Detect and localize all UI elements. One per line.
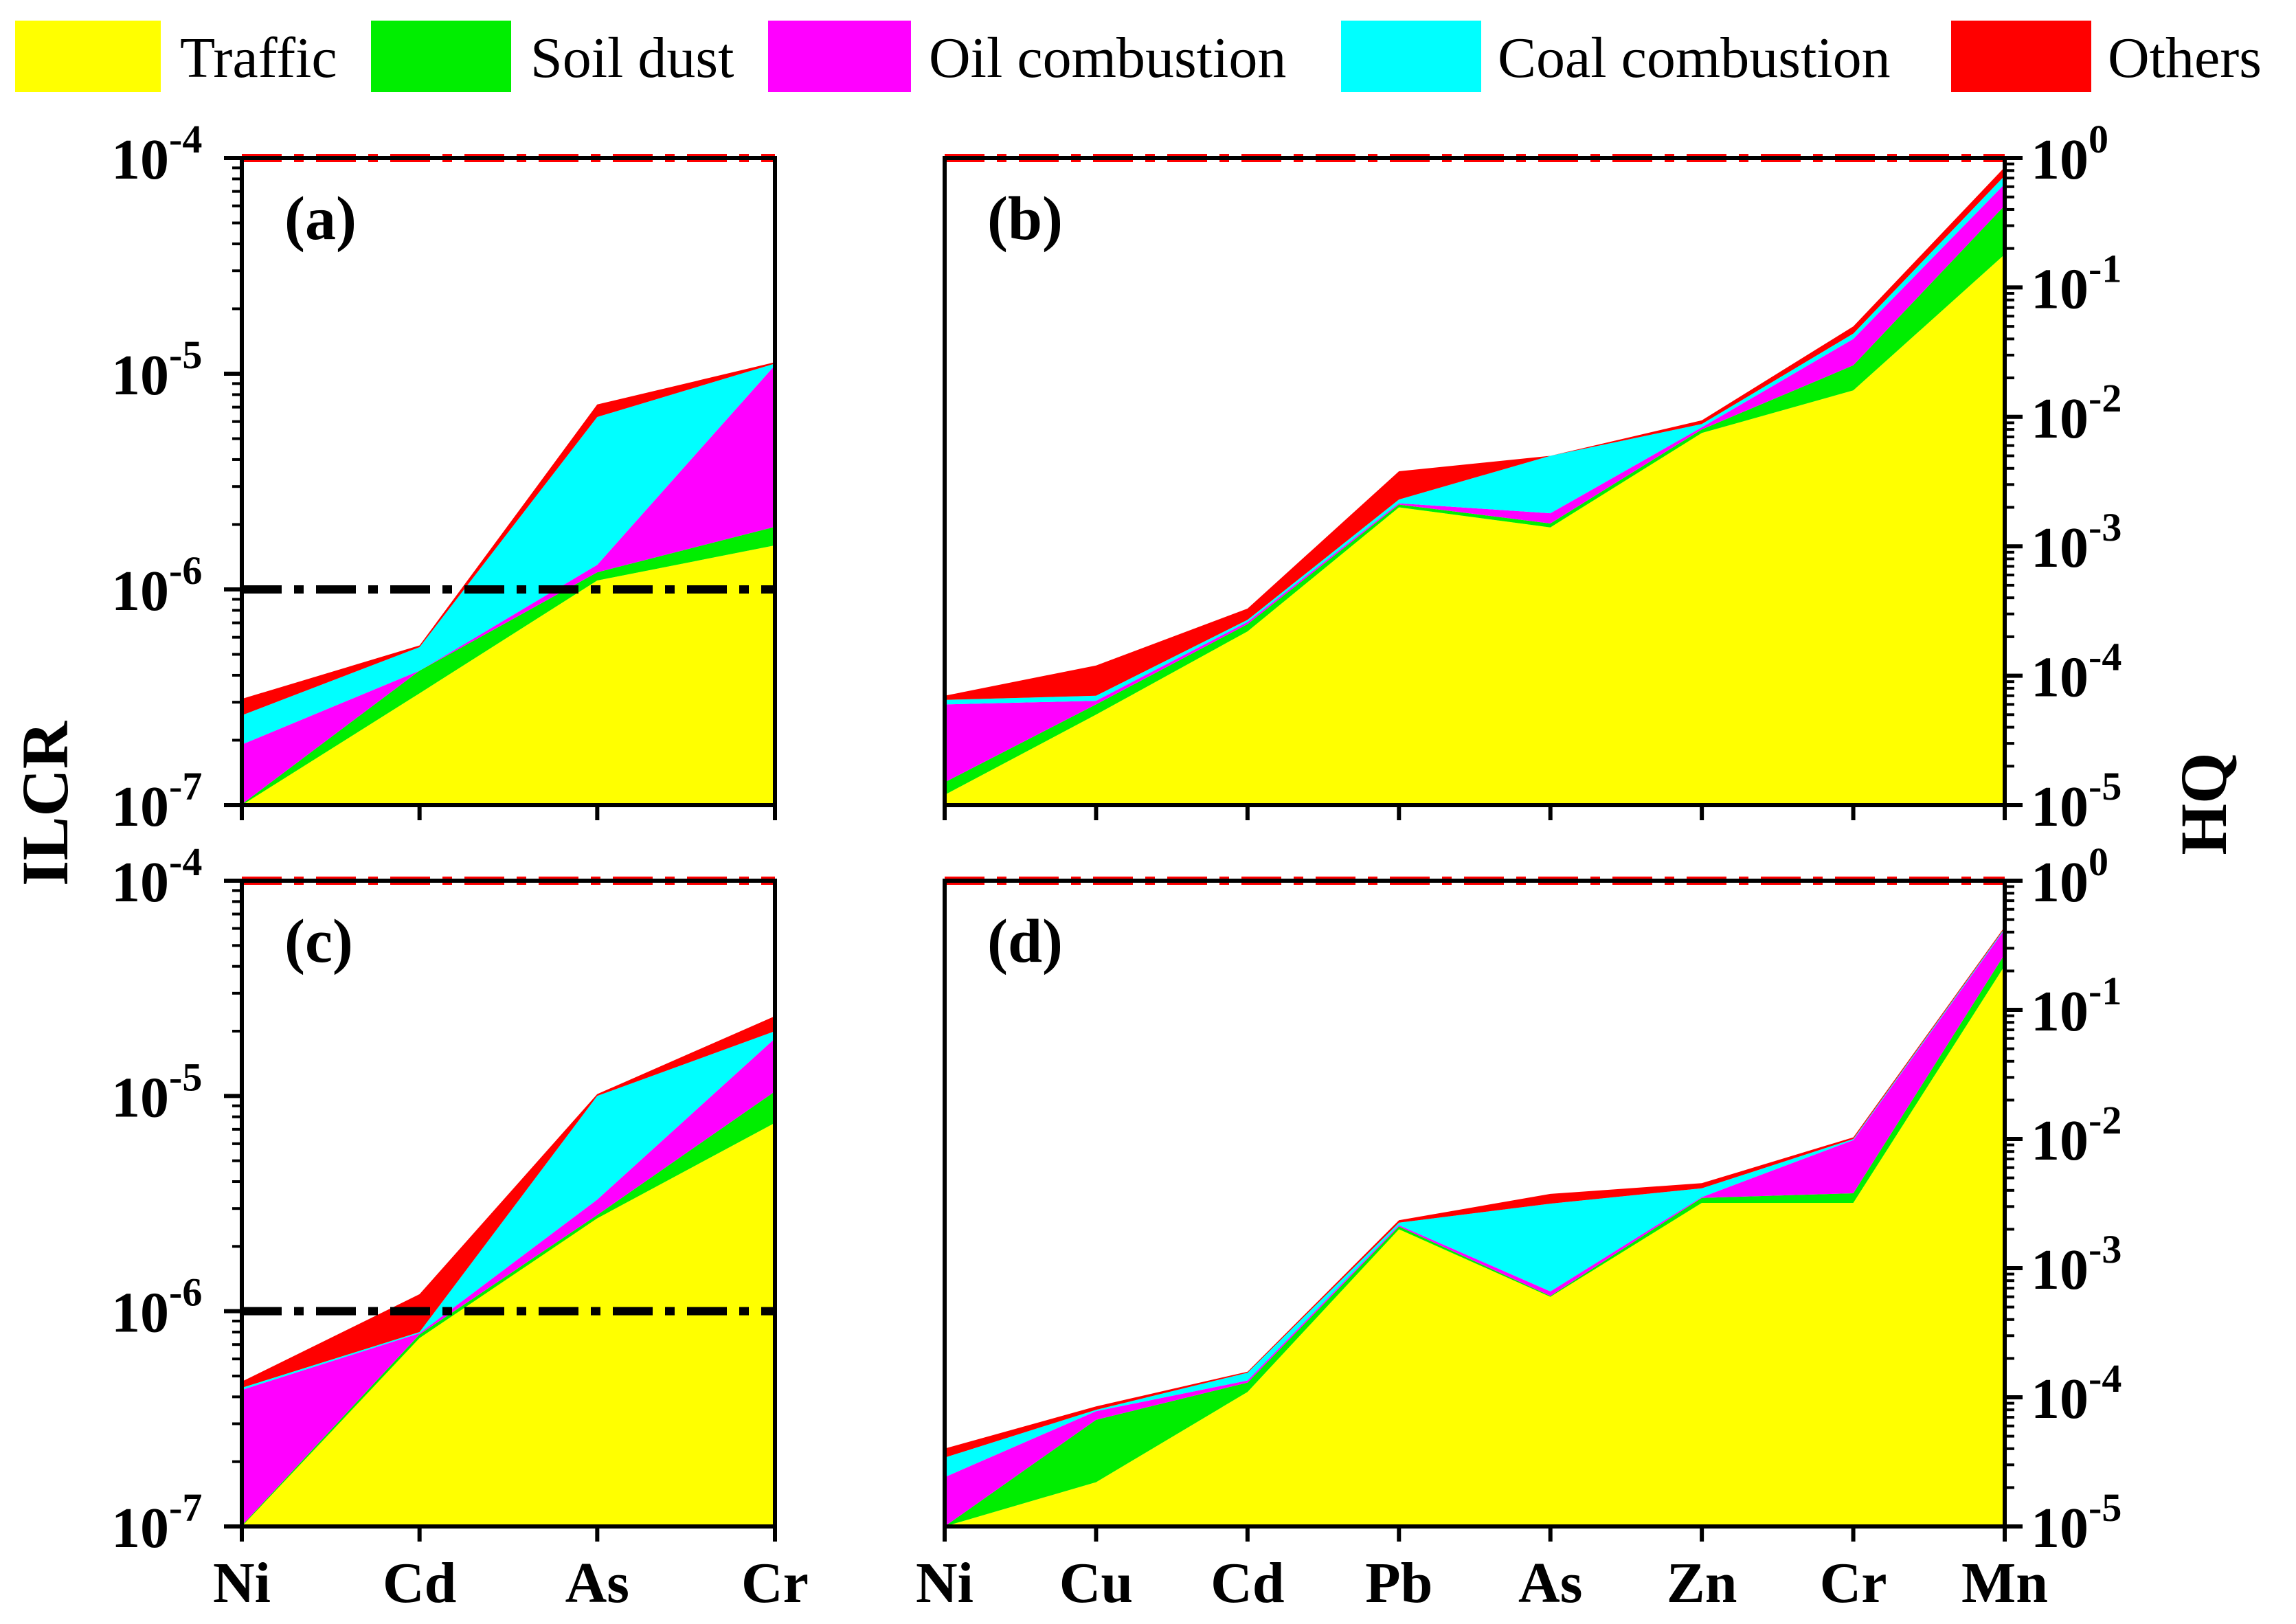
area-layers <box>242 362 775 805</box>
y-tick-label: 10-5 <box>2031 764 2121 839</box>
panel-label: (b) <box>987 185 1063 253</box>
y-tick-label: 10-4 <box>2031 1356 2121 1431</box>
x-tick-label: As <box>565 1551 629 1615</box>
legend-swatch-4 <box>1341 21 1481 92</box>
y-tick-label: 10-4 <box>111 117 202 192</box>
legend-label-1: Traffic <box>180 26 337 90</box>
plot-frame <box>240 156 777 807</box>
y-tick-label: 10-5 <box>111 1055 202 1129</box>
x-tick-label: Cu <box>1059 1551 1133 1615</box>
y-tick-label: 10-2 <box>2031 1098 2121 1173</box>
area-soil-dust <box>242 1091 775 1526</box>
y-tick-label: 10-1 <box>2031 969 2121 1044</box>
plot-frame <box>943 879 2007 1529</box>
panel-2: (b) 100 10-1 10-2 10-3 10-4 10-5 <box>943 117 2121 839</box>
y-tick-label: 100 <box>2031 117 2108 192</box>
area-coal-combustion <box>242 363 775 745</box>
area-others <box>242 1016 775 1388</box>
legend: Traffic Soil dust Oil combustion Coal combu… <box>15 21 2262 92</box>
area-oil-combustion <box>242 1038 775 1526</box>
y-tick-label: 10-3 <box>2031 1227 2121 1302</box>
panel-label: (d) <box>987 907 1063 975</box>
left-axis-title: ILCR <box>8 720 82 886</box>
panel-1: (a) 10-4 10-5 10-6 10-7 <box>111 117 777 839</box>
panel-3: (c) 10-4 10-5 10-6 10-7Ni Cd As Cr <box>111 839 809 1615</box>
area-traffic <box>945 965 2005 1526</box>
legend-swatch-5 <box>1951 21 2091 92</box>
right-axis-title: HQ <box>2167 752 2240 855</box>
y-tick-label: 10-7 <box>111 764 202 839</box>
legend-label-5: Others <box>2108 26 2262 90</box>
x-tick-label: Pb <box>1365 1551 1432 1615</box>
legend-swatch-2 <box>371 21 511 92</box>
area-soil-dust <box>945 954 2005 1526</box>
panels: (a) 10-4 10-5 10-6 10-7 (b) 100 10-1 10-2 10-3 10-… <box>111 117 2121 1615</box>
plot-frame <box>240 879 777 1529</box>
legend-swatch-1 <box>15 21 161 92</box>
area-traffic <box>242 1123 775 1526</box>
x-tick-label: Mn <box>1961 1551 2048 1615</box>
panel-label: (a) <box>284 185 357 253</box>
legend-label-3: Oil combustion <box>929 26 1286 90</box>
y-tick-label: 10-6 <box>111 548 202 623</box>
area-traffic <box>945 254 2005 805</box>
legend-swatch-3 <box>768 21 911 92</box>
x-tick-label: As <box>1518 1551 1582 1615</box>
legend-label-2: Soil dust <box>530 26 734 90</box>
y-tick-label: 10-7 <box>111 1485 202 1560</box>
x-tick-label: Cd <box>383 1551 456 1615</box>
legend-label-4: Coal combustion <box>1498 26 1891 90</box>
area-soil-dust <box>242 526 775 805</box>
panel-label: (c) <box>284 907 353 975</box>
area-oil-combustion <box>242 365 775 804</box>
x-tick-label: Zn <box>1667 1551 1737 1615</box>
area-oil-combustion <box>945 183 2005 782</box>
y-tick-label: 10-1 <box>2031 246 2121 321</box>
y-tick-label: 100 <box>2031 839 2108 914</box>
y-tick-label: 10-4 <box>2031 635 2121 710</box>
plot-frame <box>943 156 2007 807</box>
area-layers <box>242 1016 775 1526</box>
area-soil-dust <box>945 205 2005 796</box>
y-tick-label: 10-5 <box>2031 1485 2121 1560</box>
x-tick-label: Cr <box>741 1551 809 1615</box>
area-traffic <box>242 545 775 805</box>
area-layers <box>945 927 2005 1526</box>
y-tick-label: 10-4 <box>111 839 202 914</box>
x-tick-label: Cr <box>1820 1551 1887 1615</box>
y-tick-label: 10-2 <box>2031 376 2121 451</box>
y-tick-label: 10-5 <box>111 332 202 407</box>
area-layers <box>945 167 2005 805</box>
panel-4: (d) 100 10-1 10-2 10-3 10-4 10-5 Ni Cu Cd Pb As Zn Cr… <box>916 839 2121 1615</box>
x-tick-label: Ni <box>916 1551 973 1615</box>
y-tick-label: 10-3 <box>2031 505 2121 580</box>
x-tick-label: Ni <box>213 1551 271 1615</box>
x-tick-label: Cd <box>1211 1551 1284 1615</box>
area-coal-combustion <box>242 1031 775 1390</box>
y-tick-label: 10-6 <box>111 1270 202 1345</box>
